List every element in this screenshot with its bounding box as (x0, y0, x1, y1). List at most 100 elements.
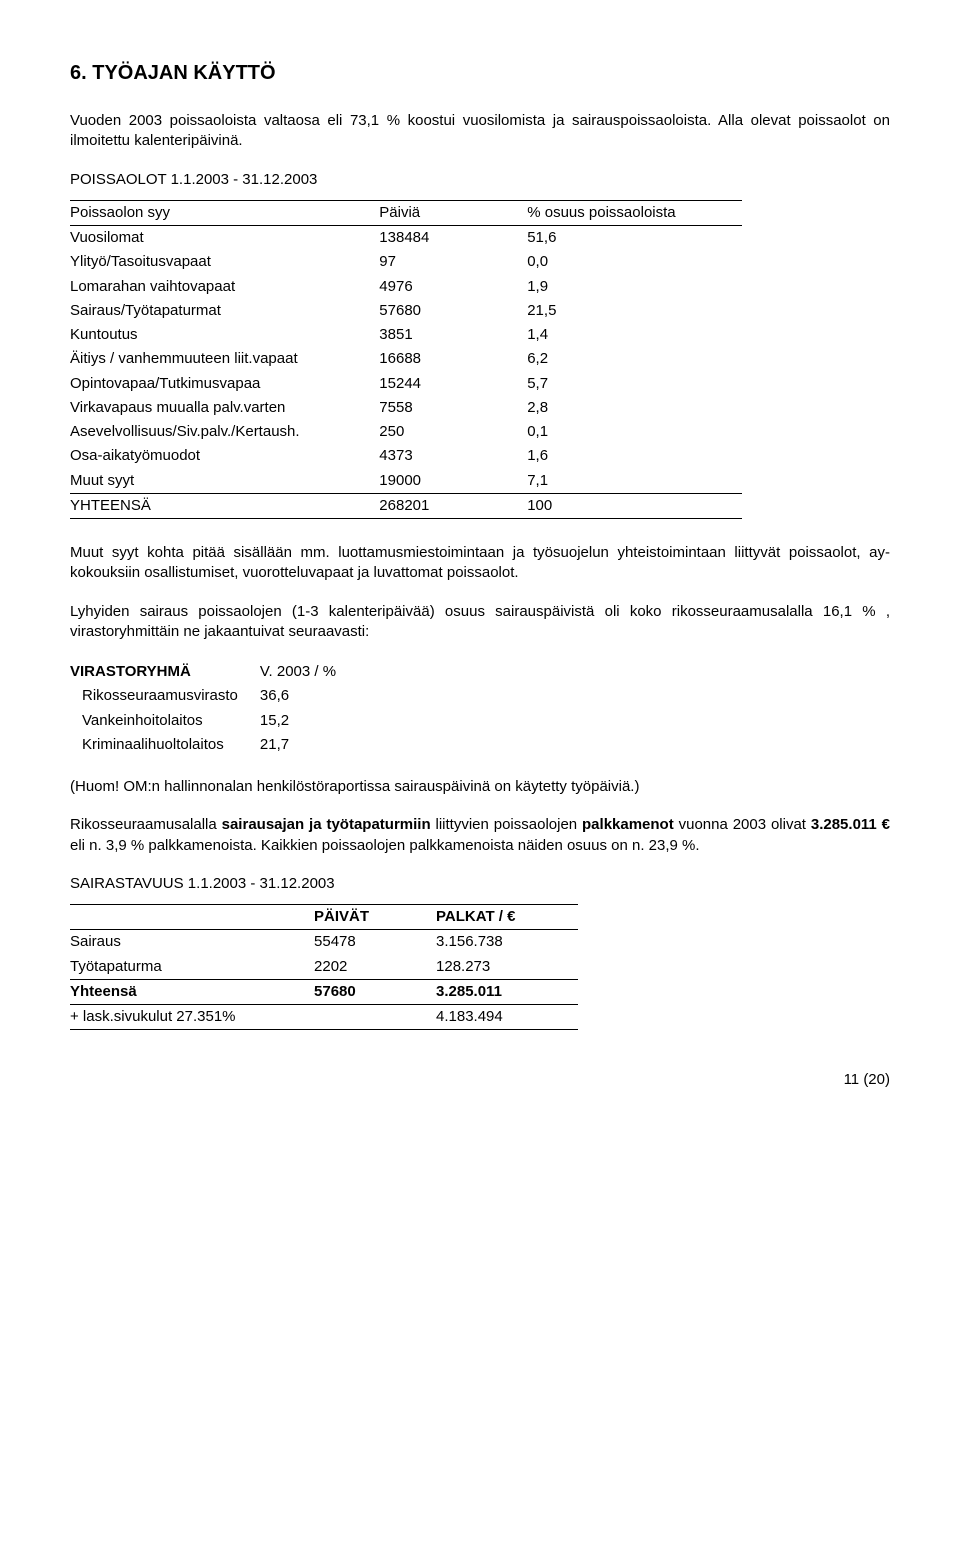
table-row: Muut syyt190007,1 (70, 469, 742, 494)
absence-th-days: Päiviä (379, 200, 527, 225)
cell: 4373 (379, 444, 527, 468)
cell: 97 (379, 250, 527, 274)
cell: 2202 (314, 955, 436, 980)
table-row: Sairaus/Työtapaturmat5768021,5 (70, 299, 742, 323)
cell: Sairaus (70, 930, 314, 955)
text-bold: 3.285.011 € (811, 816, 890, 833)
cell: 51,6 (527, 226, 742, 251)
other-reasons-paragraph: Muut syyt kohta pitää sisällään mm. luot… (70, 543, 890, 584)
cell: 57680 (314, 979, 436, 1004)
table-row: Lomarahan vaihtovapaat49761,9 (70, 275, 742, 299)
table-row-total: Yhteensä576803.285.011 (70, 979, 578, 1004)
table-row: Virkavapaus muualla palv.varten75582,8 (70, 396, 742, 420)
table-row: Vankeinhoitolaitos15,2 (70, 709, 358, 733)
cell: 55478 (314, 930, 436, 955)
cell: 128.273 (436, 955, 578, 980)
agency-th-group: VIRASTORYHMÄ (70, 660, 260, 684)
text-bold: sairausajan ja työtapaturmiin (222, 816, 431, 833)
section-heading: 6. TYÖAJAN KÄYTTÖ (70, 60, 890, 87)
cell: 57680 (379, 299, 527, 323)
cell: 21,5 (527, 299, 742, 323)
sickness-table: PÄIVÄT PALKAT / € Sairaus554783.156.738 … (70, 904, 578, 1030)
cell: 15,2 (260, 709, 358, 733)
table-row-extra: + lask.sivukulut 27.351% 4.183.494 (70, 1005, 578, 1030)
cell: YHTEENSÄ (70, 493, 379, 518)
absence-tbody: Vuosilomat13848451,6 Ylityö/Tasoitusvapa… (70, 226, 742, 519)
short-sickness-paragraph: Lyhyiden sairaus poissaolojen (1-3 kalen… (70, 602, 890, 643)
cell: 5,7 (527, 372, 742, 396)
cell: 1,6 (527, 444, 742, 468)
text: Rikosseuraamusalalla (70, 816, 222, 833)
cell: Äitiys / vanhemmuuteen liit.vapaat (70, 347, 379, 371)
table-row-total: YHTEENSÄ268201100 (70, 493, 742, 518)
cell: 7,1 (527, 469, 742, 494)
absence-th-reason: Poissaolon syy (70, 200, 379, 225)
cell: Asevelvollisuus/Siv.palv./Kertaush. (70, 420, 379, 444)
cell: 138484 (379, 226, 527, 251)
table-row: Äitiys / vanhemmuuteen liit.vapaat166886… (70, 347, 742, 371)
table-row: Kriminaalihuoltolaitos21,7 (70, 733, 358, 757)
cell: 1,4 (527, 323, 742, 347)
cell: Rikosseuraamusvirasto (70, 684, 260, 708)
absence-th-pct: % osuus poissaoloista (527, 200, 742, 225)
cell: Muut syyt (70, 469, 379, 494)
cell: 7558 (379, 396, 527, 420)
note-paragraph: (Huom! OM:n hallinnonalan henkilöstörapo… (70, 777, 890, 797)
cell: Kriminaalihuoltolaitos (70, 733, 260, 757)
sickness-th-salaries: PALKAT / € (436, 905, 578, 930)
cell: 21,7 (260, 733, 358, 757)
table-row: Vuosilomat13848451,6 (70, 226, 742, 251)
cell: Työtapaturma (70, 955, 314, 980)
cell: 3851 (379, 323, 527, 347)
text-bold: palkkamenot (582, 816, 674, 833)
cell: Virkavapaus muualla palv.varten (70, 396, 379, 420)
sickness-th-blank (70, 905, 314, 930)
cell: 100 (527, 493, 742, 518)
absence-title: POISSAOLOT 1.1.2003 - 31.12.2003 (70, 170, 890, 190)
cell: 3.285.011 (436, 979, 578, 1004)
cell: Vuosilomat (70, 226, 379, 251)
sickness-th-days: PÄIVÄT (314, 905, 436, 930)
agency-table: VIRASTORYHMÄ V. 2003 / % Rikosseuraamusv… (70, 660, 358, 757)
intro-paragraph: Vuoden 2003 poissaoloista valtaosa eli 7… (70, 111, 890, 152)
cell: Sairaus/Työtapaturmat (70, 299, 379, 323)
cell: 19000 (379, 469, 527, 494)
cell: 1,9 (527, 275, 742, 299)
cell: 15244 (379, 372, 527, 396)
cell: Yhteensä (70, 979, 314, 1004)
table-row: Ylityö/Tasoitusvapaat970,0 (70, 250, 742, 274)
cell: Lomarahan vaihtovapaat (70, 275, 379, 299)
cell: Opintovapaa/Tutkimusvapaa (70, 372, 379, 396)
cell: 2,8 (527, 396, 742, 420)
text: vuonna 2003 olivat (674, 816, 811, 833)
cell (314, 1005, 436, 1030)
table-row: Sairaus554783.156.738 (70, 930, 578, 955)
cell: 36,6 (260, 684, 358, 708)
table-row: Rikosseuraamusvirasto36,6 (70, 684, 358, 708)
table-row: Kuntoutus38511,4 (70, 323, 742, 347)
page-number: 11 (20) (70, 1070, 890, 1090)
cell: 0,0 (527, 250, 742, 274)
text: liittyvien poissaolojen (431, 816, 582, 833)
cell: 0,1 (527, 420, 742, 444)
absence-table: Poissaolon syy Päiviä % osuus poissaoloi… (70, 200, 742, 519)
agency-th-year: V. 2003 / % (260, 660, 358, 684)
cell: 4.183.494 (436, 1005, 578, 1030)
cell: 250 (379, 420, 527, 444)
cell: 4976 (379, 275, 527, 299)
cost-paragraph: Rikosseuraamusalalla sairausajan ja työt… (70, 815, 890, 856)
sickness-title: SAIRASTAVUUS 1.1.2003 - 31.12.2003 (70, 874, 890, 894)
table-row: Opintovapaa/Tutkimusvapaa152445,7 (70, 372, 742, 396)
cell: 268201 (379, 493, 527, 518)
cell: Kuntoutus (70, 323, 379, 347)
cell: 16688 (379, 347, 527, 371)
cell: Osa-aikatyömuodot (70, 444, 379, 468)
table-row: Asevelvollisuus/Siv.palv./Kertaush.2500,… (70, 420, 742, 444)
cell: Vankeinhoitolaitos (70, 709, 260, 733)
table-row: Työtapaturma2202128.273 (70, 955, 578, 980)
cell: 3.156.738 (436, 930, 578, 955)
text: eli n. 3,9 % palkkamenoista. Kaikkien po… (70, 837, 700, 854)
cell: + lask.sivukulut 27.351% (70, 1005, 314, 1030)
cell: 6,2 (527, 347, 742, 371)
cell: Ylityö/Tasoitusvapaat (70, 250, 379, 274)
